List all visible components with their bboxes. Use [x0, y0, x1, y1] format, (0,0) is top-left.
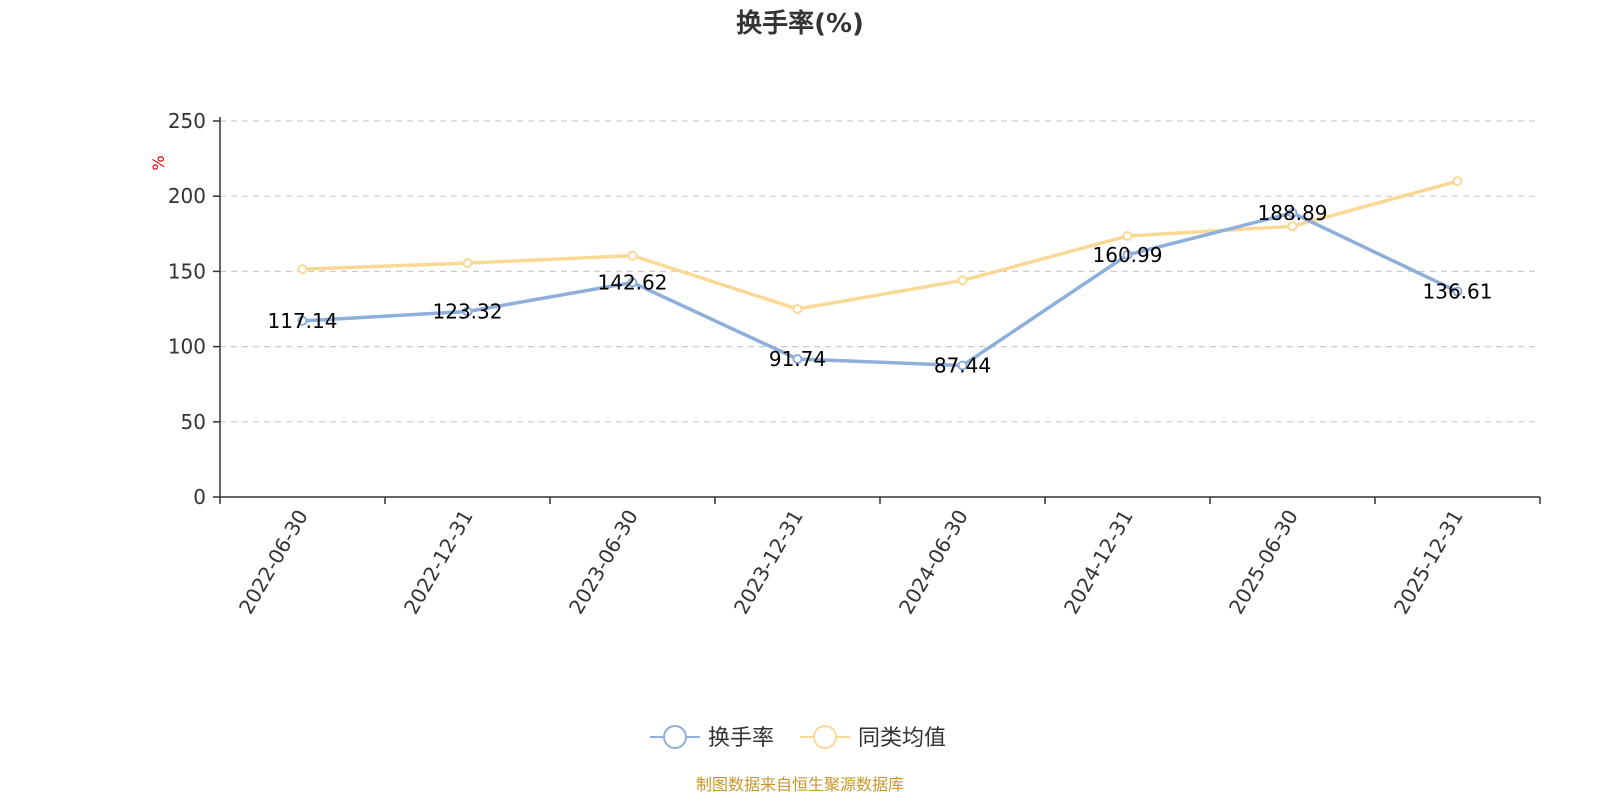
y-tick-label: 250	[168, 109, 206, 133]
legend[interactable]: 换手率 同类均值	[650, 725, 946, 751]
series-point-1[interactable]	[792, 304, 803, 314]
data-labels: 117.14 123.32 142.62 91.74 87.44 160.99 188.89…	[268, 201, 1493, 378]
legend-label: 同类均值	[858, 726, 946, 751]
data-label: 91.74	[769, 347, 826, 371]
legend-label: 换手率	[708, 726, 774, 751]
chart-title: 换手率(%)	[736, 8, 864, 39]
series-point-0[interactable]	[1287, 207, 1298, 218]
series-line-1	[300, 179, 1460, 311]
y-tick-label: 0	[193, 485, 206, 509]
legend-item-0[interactable]: 换手率	[650, 725, 774, 751]
data-label: 117.14	[268, 309, 338, 333]
series-point-0[interactable]	[627, 277, 638, 288]
x-tick-label: 2025-12-31	[1389, 506, 1468, 619]
series-point-1[interactable]	[627, 250, 638, 261]
series-point-0[interactable]	[792, 354, 803, 365]
legend-circle-icon	[813, 725, 837, 749]
y-tick-label: 200	[168, 184, 206, 208]
series-point-1[interactable]	[297, 264, 308, 275]
x-tick-label: 2023-06-30	[564, 506, 643, 619]
data-label: 136.61	[1423, 280, 1493, 304]
grid-lines	[220, 120, 1540, 423]
y-axis-label: %	[149, 155, 168, 170]
x-tick-label: 2025-06-30	[1224, 506, 1303, 619]
series-point-1[interactable]	[1452, 176, 1463, 187]
series-point-1[interactable]	[462, 258, 473, 269]
data-label: 160.99	[1093, 243, 1163, 267]
y-tick-label: 150	[168, 259, 206, 283]
x-tick-label: 2024-12-31	[1059, 506, 1138, 619]
data-label: 87.44	[934, 353, 991, 377]
legend-circle-icon	[663, 725, 687, 749]
legend-item-1[interactable]: 同类均值	[800, 725, 946, 751]
y-tick-label: 100	[168, 335, 206, 359]
series-point-0[interactable]	[957, 360, 968, 371]
x-tick-label: 2022-12-31	[399, 506, 478, 619]
series-line-0	[300, 211, 1460, 368]
series-layer	[297, 176, 1463, 371]
data-label: 123.32	[433, 300, 503, 324]
x-tick-label: 2023-12-31	[729, 506, 808, 619]
series-point-0[interactable]	[1452, 286, 1463, 297]
data-label: 188.89	[1258, 201, 1328, 225]
series-point-1[interactable]	[1122, 231, 1133, 242]
series-point-0[interactable]	[297, 315, 308, 326]
x-tick-label: 2022-06-30	[234, 506, 313, 619]
series-point-0[interactable]	[462, 306, 473, 317]
source-note: 制图数据来自恒生聚源数据库	[696, 775, 904, 794]
x-tick-label: 2024-06-30	[894, 506, 973, 619]
series-point-0[interactable]	[1122, 249, 1133, 260]
axes: 0 50 100 150 200 250 2022-06-30 2022-12-31 2023-…	[168, 109, 1541, 619]
series-point-1[interactable]	[957, 275, 968, 286]
y-tick-label: 50	[181, 410, 206, 434]
series-point-1[interactable]	[1287, 221, 1298, 232]
data-label: 142.62	[598, 270, 668, 294]
